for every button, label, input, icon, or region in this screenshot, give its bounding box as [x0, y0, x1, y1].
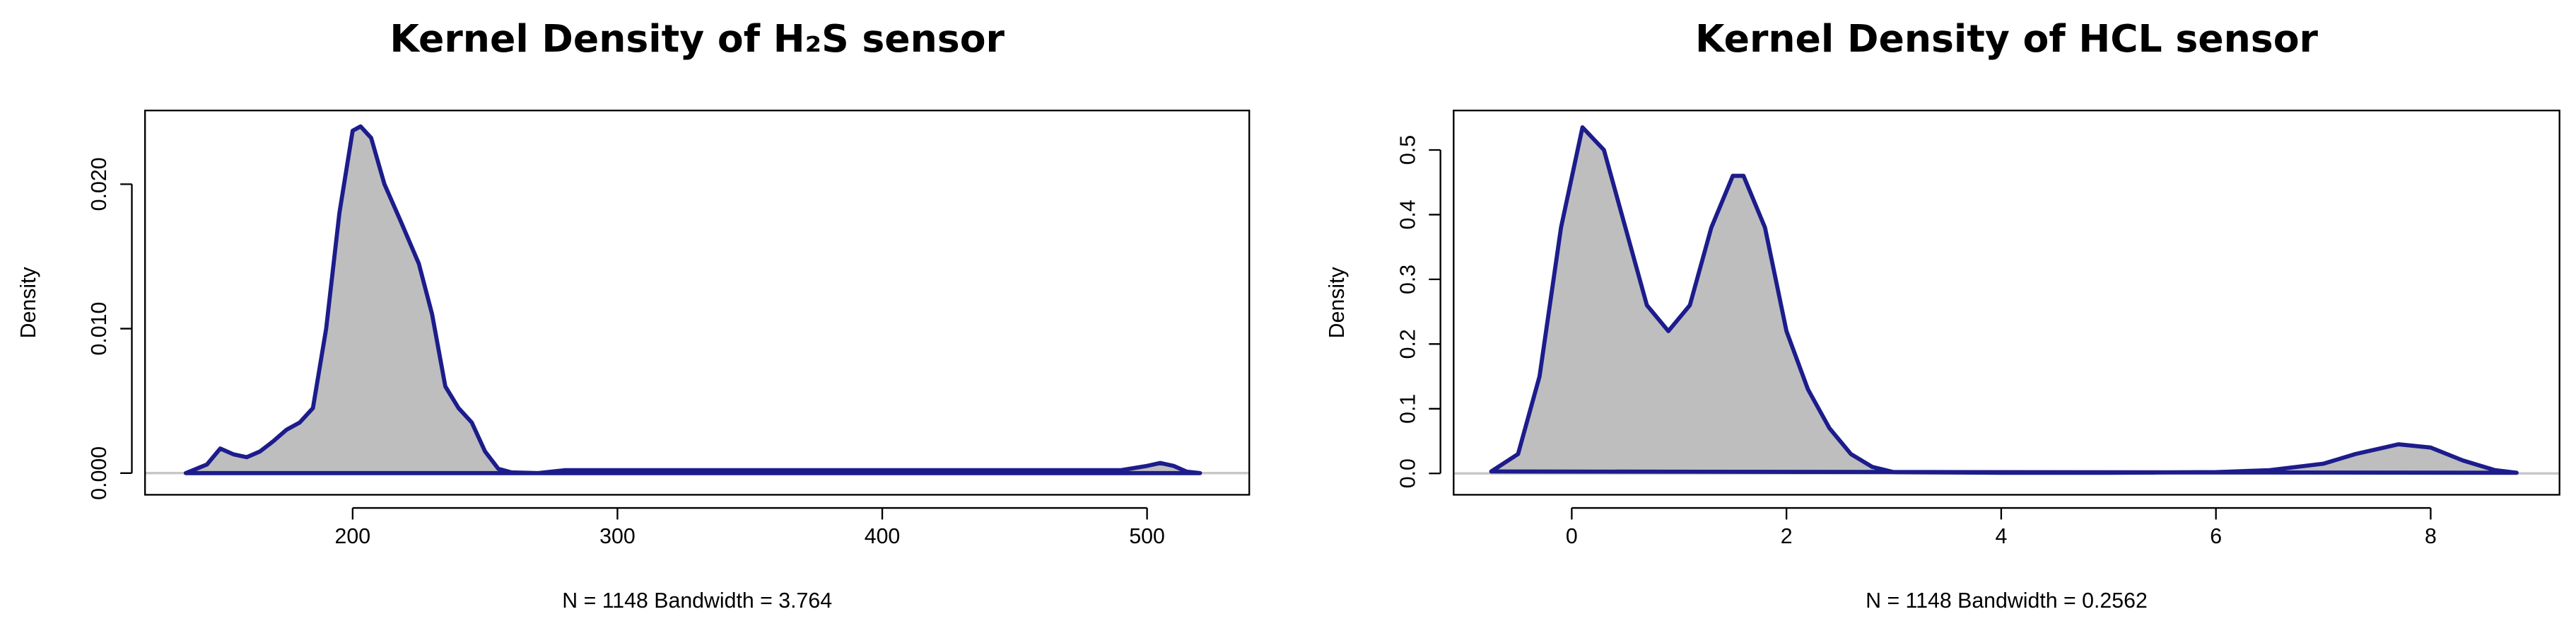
x-tick-label: 2	[1781, 525, 1793, 548]
chart-title: Kernel Density of H₂S sensor	[390, 16, 1005, 61]
y-tick-label: 0.020	[88, 157, 111, 211]
y-axis-label: Density	[1325, 266, 1349, 338]
x-tick-label: 400	[865, 525, 901, 548]
chart-title: Kernel Density of HCL sensor	[1695, 16, 2319, 61]
x-tick-label: 6	[2210, 525, 2222, 548]
density-area	[1489, 125, 2519, 475]
y-tick-label: 0.4	[1396, 199, 1419, 229]
x-tick-label: 200	[335, 525, 371, 548]
x-axis-label: N = 1148 Bandwidth = 3.764	[562, 589, 832, 613]
x-tick-label: 500	[1129, 525, 1165, 548]
y-tick-label: 0.3	[1396, 265, 1419, 294]
y-tick-label: 0.1	[1396, 394, 1419, 424]
plot-frame	[144, 110, 1251, 496]
plot-frame	[1453, 110, 2560, 496]
y-tick-label: 0.2	[1396, 329, 1419, 359]
x-tick-label: 0	[1566, 525, 1578, 548]
x-axis-label: N = 1148 Bandwidth = 0.2562	[1866, 589, 2148, 613]
x-tick-label: 300	[599, 525, 636, 548]
y-tick-label: 0.010	[88, 302, 111, 356]
y-tick-label: 0.5	[1396, 135, 1419, 165]
y-tick-label: 0.000	[88, 446, 111, 500]
y-tick-label: 0.0	[1396, 458, 1419, 488]
y-axis-label: Density	[17, 266, 40, 338]
x-tick-label: 8	[2425, 525, 2437, 548]
x-tick-label: 4	[1995, 525, 2007, 548]
density-area	[183, 124, 1202, 475]
